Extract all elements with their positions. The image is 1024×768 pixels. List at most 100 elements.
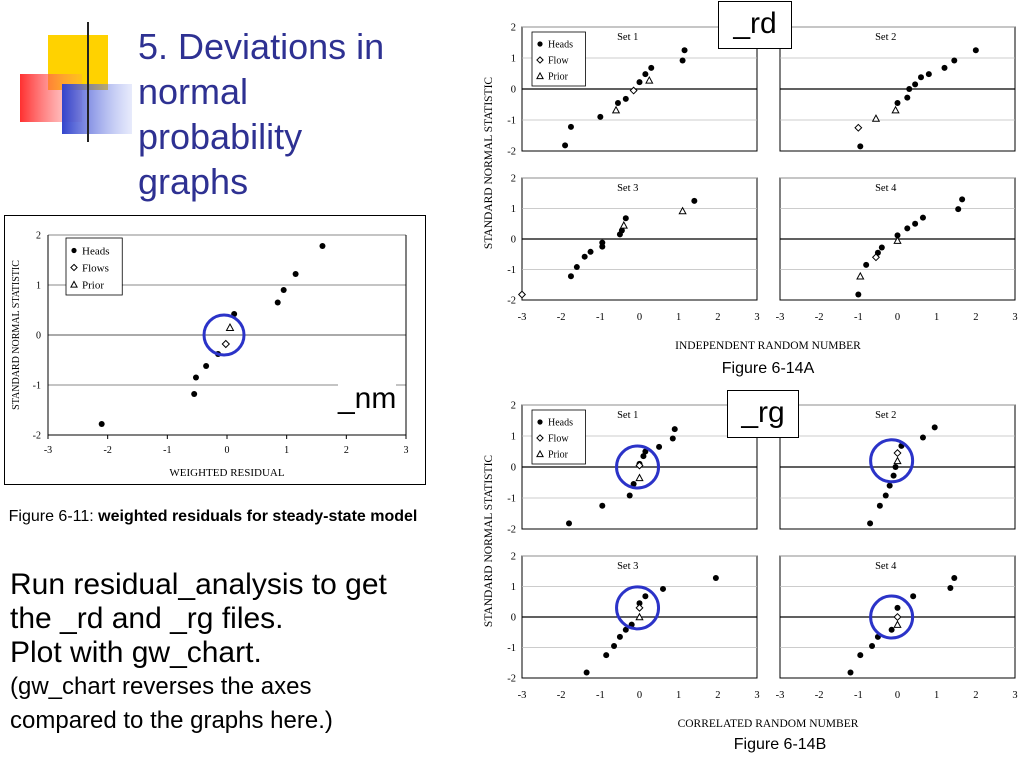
heads-point [912,81,919,88]
title-line: normal [138,71,249,112]
y-tick-label: 2 [511,174,516,185]
prior-point [635,473,644,482]
y-tick-label: 2 [511,401,516,412]
x-tick-label: -1 [854,690,863,701]
chart14a-legend-heads: Heads [548,40,573,51]
fig611-caption: Figure 6-11: weighted residuals for stea… [6,506,420,527]
prior-point [891,105,900,114]
prior-point [893,236,902,244]
x-axis-label: CORRELATED RANDOM NUMBER [678,718,859,730]
set-label: Set 1 [617,32,638,43]
y-tick-label: 1 [511,582,516,593]
y-tick-label: 0 [511,85,516,96]
prior-point [70,280,78,288]
x-tick-label: -3 [518,312,527,323]
heads-point [562,142,569,149]
flow-point [871,253,880,262]
heads-point [630,481,637,488]
x-tick-label: -2 [815,690,824,701]
panel-set-3: Set 3 [521,555,758,679]
body-line: Run residual_analysis to get [10,568,387,601]
heads-point [857,143,864,150]
x-tick-label: -1 [596,690,605,701]
heads-point [892,464,899,470]
fig14b-caption: Figure 6-14B [733,736,827,753]
heads-point [886,482,893,489]
panel-set-4: Set 4 [779,177,1016,301]
x-tick-label: 1 [934,312,939,323]
x-tick-label: 0 [637,690,642,701]
heads-point [681,47,688,54]
x-tick-label: 0 [225,445,230,456]
heads-point [669,435,676,442]
y-axis-label: STANDARD NORMAL STATISTIC [483,455,495,627]
y-tick-label: -2 [507,296,516,307]
panel-set-4: Set 4 [779,555,1016,679]
heads-point [712,574,719,581]
prior-point [893,620,902,628]
y-axis-label: STANDARD NORMAL STATISTIC [11,260,22,410]
heads-point [855,291,862,298]
chart14a-legend-flow: Flow [548,56,569,67]
heads-point [618,227,625,234]
y-tick-label: -1 [507,643,516,654]
x-tick-label: 2 [715,312,720,323]
heads-point [679,57,686,64]
y-tick-label: -1 [507,116,516,127]
set-label: Set 4 [875,561,897,572]
x-tick-label: -3 [44,445,52,456]
highlight-circle [869,594,915,640]
body-line: the _rd and _rg files. [10,602,284,635]
heads-point [98,421,105,427]
chart14b-legend-heads: Heads [548,418,573,429]
prior-point [635,612,644,621]
heads-point [955,206,962,213]
x-tick-label: 3 [1012,312,1017,323]
panel-set-3: Set 3 [517,177,758,301]
title-line: probability [138,116,303,157]
heads-point [567,273,574,280]
y-tick-label: 0 [36,331,41,342]
heads-point [597,113,604,120]
y-tick-label: -2 [507,674,516,685]
x-tick-label: -2 [557,690,566,701]
note-line: (gw_chart reverses the axes [10,673,312,700]
x-tick-label: 1 [284,445,289,456]
set-label: Set 3 [617,561,638,572]
heads-point [869,642,876,649]
prior-point [536,71,544,80]
heads-point [319,243,326,249]
fig611-caption-prefix: Figure 6-11: [8,508,99,525]
heads-point [583,669,590,676]
heads-point [626,492,633,499]
x-axis-label: INDEPENDENT RANDOM NUMBER [675,340,861,352]
x-tick-label: -3 [776,690,785,701]
heads-point [614,99,621,106]
set-label: Set 2 [875,32,896,43]
heads-point [274,299,281,306]
heads-point [192,374,199,381]
flow-point [536,434,544,442]
heads-point [912,220,919,227]
x-axis-label: WEIGHTED RESIDUAL [169,467,284,479]
heads-point [566,520,572,527]
prior-point [536,449,544,458]
y-tick-label: 1 [511,204,516,215]
heads-point [636,600,643,607]
heads-point [599,502,606,509]
heads-point [642,71,649,78]
heads-point [867,520,874,527]
chart14b-legend-prior: Prior [548,450,569,461]
x-tick-label: 2 [973,312,978,323]
heads-point [919,434,926,441]
heads-point [947,585,954,592]
flow-point [517,290,527,299]
x-tick-label: -2 [103,445,111,456]
rg-tag: _rg [727,390,799,438]
heads-point [573,264,580,271]
heads-point [292,271,299,277]
heads-point [537,41,543,47]
heads-point [919,214,926,221]
y-tick-label: -1 [507,265,516,276]
